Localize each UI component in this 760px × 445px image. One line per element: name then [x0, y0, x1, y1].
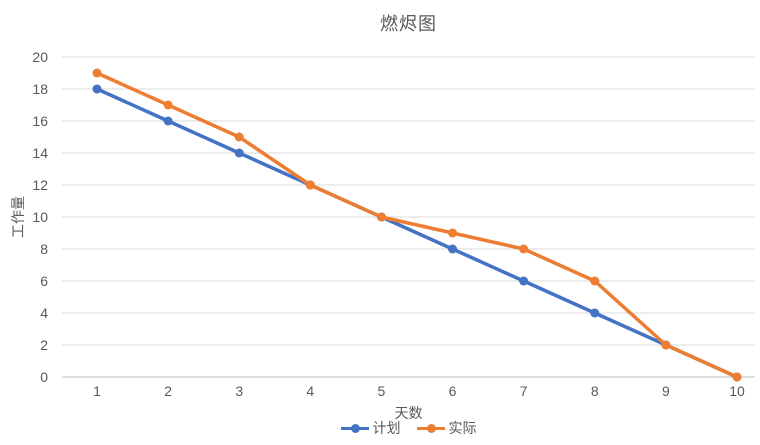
series-marker-1 [661, 340, 671, 350]
x-tick-label: 1 [93, 383, 101, 399]
series-marker-0 [163, 116, 173, 126]
y-tick-label: 18 [32, 81, 48, 97]
x-tick-label: 4 [306, 383, 314, 399]
series-marker-1 [519, 244, 529, 254]
y-tick-label: 10 [32, 209, 48, 225]
series-marker-1 [305, 180, 315, 190]
series-marker-0 [92, 84, 102, 94]
series-line-1 [95, 71, 739, 379]
y-tick-label: 4 [40, 305, 48, 321]
x-axis-title: 天数 [394, 405, 423, 421]
y-tick-label: 8 [40, 241, 48, 257]
y-tick-label: 16 [32, 113, 48, 129]
series-line-0 [95, 87, 739, 379]
x-tick-label: 3 [235, 383, 243, 399]
y-tick-label: 12 [32, 177, 48, 193]
series-marker-0 [234, 148, 244, 158]
series-marker-0 [590, 308, 600, 318]
series-marker-1 [448, 228, 458, 238]
x-tick-label: 9 [662, 383, 670, 399]
chart-title: 燃烬图 [380, 14, 437, 34]
y-tick-label: 6 [40, 273, 48, 289]
y-tick-label: 0 [40, 369, 48, 385]
x-tick-label: 7 [520, 383, 528, 399]
series-marker-1 [92, 68, 102, 78]
y-tick-label: 14 [32, 145, 48, 161]
x-tick-label: 6 [449, 383, 457, 399]
series-marker-1 [163, 100, 173, 110]
x-tick-label: 8 [591, 383, 599, 399]
x-tick-label: 2 [164, 383, 172, 399]
y-tick-label: 20 [32, 49, 48, 65]
x-tick-label: 10 [729, 383, 745, 399]
series-marker-0 [519, 276, 529, 286]
series-marker-1 [376, 212, 386, 222]
x-tick-label: 5 [378, 383, 386, 399]
y-tick-label: 2 [40, 337, 48, 353]
legend-item-plan: 计划 [340, 420, 401, 436]
series-marker-1 [590, 276, 600, 286]
series-marker-1 [234, 132, 244, 142]
plan-line-marker-swatch [340, 423, 369, 433]
actual-line-marker-swatch [416, 423, 445, 433]
legend-item-actual: 实际 [416, 420, 477, 436]
legend-label-actual: 实际 [448, 420, 477, 436]
legend: 计划 实际 [62, 421, 755, 435]
legend-label-plan: 计划 [372, 420, 401, 436]
series-marker-0 [448, 244, 458, 254]
series-marker-1 [732, 372, 742, 382]
y-axis-title: 工作量 [10, 196, 26, 238]
